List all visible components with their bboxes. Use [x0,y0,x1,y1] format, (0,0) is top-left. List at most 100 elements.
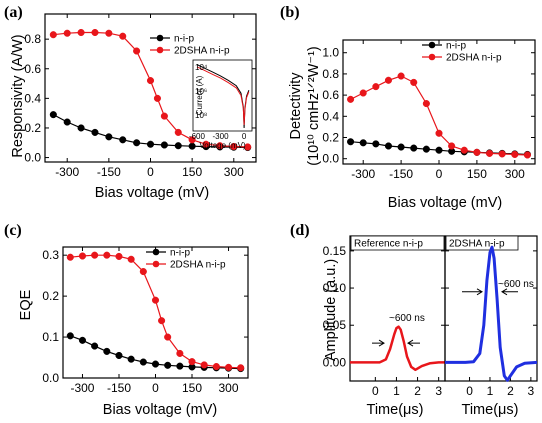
a-data-point [63,29,71,37]
b-data-point [410,78,418,86]
a-legend-label-0: n-i-p [174,34,194,45]
d-right-xtick-label: 3 [528,384,535,398]
b-data-point [397,72,405,80]
a-data-point [146,77,155,85]
a-data-point [77,124,85,132]
a-data-point [160,112,168,120]
c-data-point [151,360,160,368]
c-data-point [66,253,74,261]
a-data-point [174,142,182,150]
a-xlabel: Bias voltage (mV) [95,185,209,201]
b-data-point [359,139,367,147]
a-ytick-label: 0.0 [24,151,41,165]
b-data-point [397,143,405,151]
d-right-xtick-label: 0 [466,384,473,398]
a-data-point [188,136,196,144]
d-left-fwhm-arrow-right [407,339,420,347]
c-data-point [158,317,166,325]
a-inset-ylabel: Current (A) [195,75,204,115]
a-inset-curve-1 [196,66,250,126]
panel-label-a: (a) [4,4,23,21]
a-inset-frame [192,59,253,132]
c-data-point [164,333,172,341]
b-ylabel-line1: Detectivity [288,72,304,140]
a-series-line-1 [53,31,248,148]
c-xtick-label: 300 [219,381,239,395]
a-data-point [202,140,210,148]
a-legend-label-1: 2DSHA n-i-p [174,46,230,57]
b-xtick-label: 0 [436,167,443,181]
d-left-xlabel: Time(μs) [367,402,424,418]
c-data-point [237,364,245,372]
a-ytick-label: 0.6 [24,62,41,76]
a-inset-xtick-label: -600 [189,132,206,141]
c-ylabel: EQE [18,289,34,320]
d-left-signal-trace [350,325,445,372]
a-data-point [63,118,71,126]
c-legend-swatch-marker [152,260,160,268]
c-data-point [127,255,135,263]
b-data-point [384,142,393,150]
c-series-line-1 [70,254,241,369]
b-ytick-label: 0.0 [322,152,339,166]
b-data-point [347,138,355,146]
b-data-point [523,151,531,159]
b-data-point [422,100,430,108]
c-ytick-label: 0.2 [42,289,59,303]
c-data-point [151,296,160,304]
a-ytick-label: 0.2 [24,121,41,135]
b-data-point [460,146,468,154]
c-data-point [212,362,220,371]
b-data-point [410,144,418,152]
a-data-point [105,29,113,37]
a-data-point [105,133,113,141]
d-right-plot-frame [444,235,538,382]
d-ytick-label: 0.05 [323,318,347,332]
d-right-xtick-label: 1 [487,384,494,398]
b-data-point [372,140,380,148]
a-data-point [230,142,238,151]
d-right-signal-trace [445,245,538,382]
panel-label-c: (c) [4,222,22,239]
b-ylabel-line2: (10¹⁰ cmHz¹ᐟ²W⁻¹) [306,46,322,165]
a-data-point [133,47,141,55]
b-legend-label-1: 2DSHA n-i-p [446,53,502,64]
a-data-point [119,32,127,40]
b-ytick-label: 0.2 [322,131,339,145]
d-right-title: 2DSHA n-i-p [449,239,505,250]
a-data-point [133,139,141,147]
c-legend-swatch-marker [152,248,160,256]
a-data-point [153,94,161,102]
a-data-point [216,142,224,150]
c-data-point [66,332,74,340]
d-left-xtick-label: 2 [414,384,421,398]
c-data-point [115,252,123,260]
c-data-point [91,251,99,259]
c-data-point [164,361,172,369]
b-data-point [435,129,443,137]
a-data-point [244,143,252,151]
a-data-point [119,136,127,144]
d-left-xtick-label: 1 [393,384,400,398]
b-ytick-label: 0.6 [322,88,339,102]
b-xlabel: Bias voltage (mV) [388,195,502,211]
c-legend-label-1: 2DSHA n-i-p [170,260,226,271]
b-xtick-label: 150 [467,167,487,181]
b-legend-swatch-marker [428,53,436,61]
a-inset-ytick-label: 10⁸ [195,111,207,120]
d-left-fwhm-annotation: ~600 ns [389,313,425,324]
b-data-point [485,149,494,157]
a-ytick-label: 0.4 [24,91,41,105]
b-data-point [422,145,430,153]
d-ytick-label: 0.00 [323,355,347,369]
a-inset-xtick-label: -300 [213,132,230,141]
a-xtick-label: 150 [182,165,202,179]
a-legend-swatch-marker [156,46,164,54]
a-inset-xlabel: Voltage (mV) [199,141,246,150]
c-ytick-label: 0.1 [42,330,59,344]
b-data-point [435,146,443,154]
d-ytick-label: 0.10 [323,281,347,295]
d-left-plot-frame [349,235,446,382]
a-inset-ytick-label: 10⁶ [195,87,207,96]
